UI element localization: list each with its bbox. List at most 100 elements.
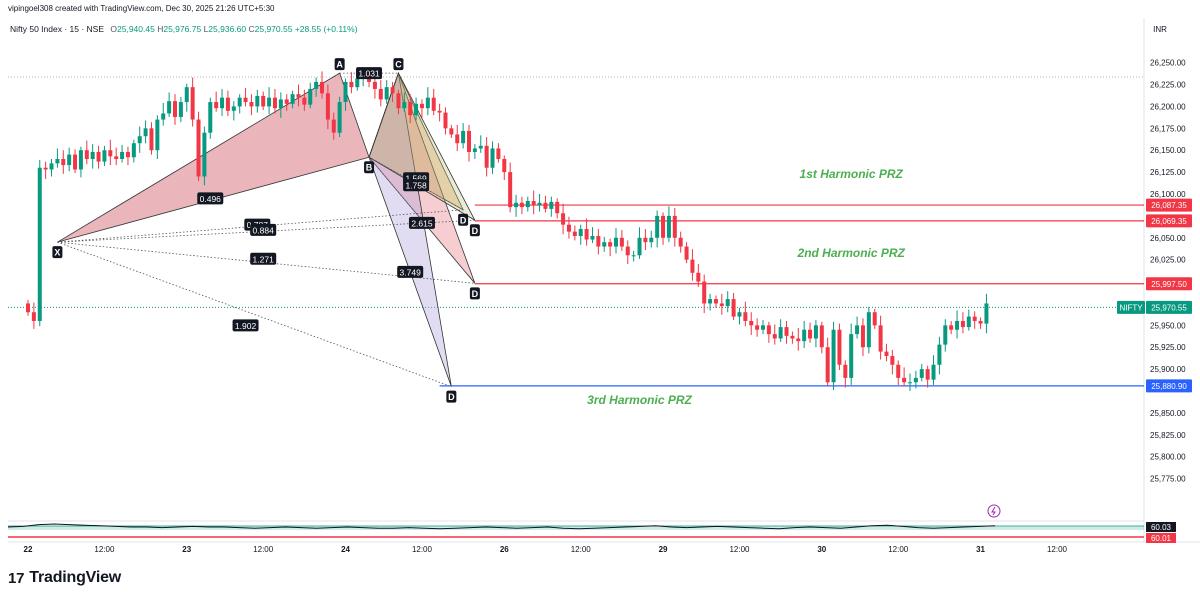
candle (202, 126, 207, 186)
candle-body (472, 148, 477, 152)
candle (749, 312, 754, 335)
candle (643, 229, 648, 251)
price-tag-box (1146, 198, 1192, 212)
pattern-point-label: D (472, 226, 479, 236)
candle-body (184, 87, 189, 103)
candle-body (502, 158, 507, 173)
candle (937, 336, 942, 375)
candle (308, 82, 313, 109)
candle (531, 190, 536, 215)
candle-body (467, 130, 471, 152)
price-tag[interactable]: 25,880.90 (1146, 379, 1192, 393)
candle (37, 159, 42, 327)
price-tick: 25,925.00 (1150, 343, 1186, 352)
candle-body (596, 236, 601, 247)
candle-body (61, 158, 66, 166)
symbol-name[interactable]: Nifty 50 Index · 15 · NSE (10, 24, 105, 34)
price-tag[interactable]: 26,069.35 (1146, 214, 1192, 228)
candle (67, 147, 72, 172)
price-tag-box (1146, 277, 1192, 291)
candle (402, 92, 407, 112)
candle-body (525, 201, 530, 208)
candle-body (619, 237, 624, 247)
fib-ratio: 2.615 (408, 216, 435, 229)
candle (661, 212, 666, 245)
low-label: L (203, 24, 209, 34)
candle-body (749, 320, 754, 326)
candle (578, 224, 583, 245)
candle (173, 94, 177, 125)
lightning-icon[interactable] (987, 504, 1001, 518)
candle (414, 97, 419, 121)
price-tag-box (1146, 300, 1192, 314)
time-tick: 12:00 (94, 545, 115, 554)
price-tick: 26,200.00 (1150, 102, 1186, 111)
candle-body (808, 329, 813, 339)
pattern-point-label: B (366, 163, 373, 173)
candle-body (31, 312, 36, 321)
price-tick: 26,125.00 (1150, 168, 1186, 177)
candle-body (425, 97, 430, 109)
candle-body (349, 81, 354, 88)
price-tag[interactable]: NIFTY 25,970.55 (1117, 300, 1192, 314)
candle (196, 111, 201, 181)
price-tag[interactable]: 25,997.50 (1146, 277, 1192, 291)
candle (302, 89, 307, 111)
candle (155, 115, 160, 159)
candle-body (337, 102, 342, 133)
candle (484, 137, 489, 177)
candle (590, 227, 595, 244)
candle (813, 320, 818, 348)
candle (960, 312, 965, 334)
candle-body (108, 150, 113, 157)
candle-body (872, 312, 877, 326)
candle (878, 315, 883, 360)
candle (496, 143, 501, 163)
candle (320, 71, 324, 99)
candle-body (966, 316, 971, 328)
candle (408, 94, 413, 124)
candle (267, 87, 272, 115)
candle-body (549, 201, 554, 209)
candle (220, 88, 225, 117)
candle (913, 370, 918, 389)
price-tag[interactable]: 26,087.35 (1146, 198, 1192, 212)
candle-body (490, 148, 495, 168)
pattern-point-box (52, 246, 63, 259)
candle (984, 293, 989, 334)
time-tick: 31 (976, 545, 985, 554)
candle (725, 291, 730, 313)
candle-body (702, 281, 707, 304)
candle-body (49, 163, 54, 170)
price-tick: 25,825.00 (1150, 431, 1186, 440)
candle-body (584, 229, 589, 240)
candle (137, 126, 142, 153)
candle-body (943, 325, 948, 345)
candle-body (390, 87, 395, 94)
candle-body (637, 237, 642, 256)
time-tick: 29 (659, 545, 668, 554)
candle-body (220, 97, 225, 109)
candle-body (555, 201, 560, 214)
currency-label: INR (1153, 25, 1167, 34)
pattern-point-b: B (364, 161, 375, 174)
candle-body (131, 143, 136, 158)
candle (802, 320, 807, 349)
symbol-tag: NIFTY (1119, 303, 1143, 312)
candle-body (484, 145, 489, 168)
candle-body (43, 167, 48, 170)
fib-ratio-box (356, 67, 383, 80)
candle-body (308, 88, 313, 105)
candle-body (408, 102, 413, 116)
pattern-point-box (393, 58, 404, 71)
candle-body (331, 119, 336, 133)
candle (49, 158, 54, 177)
pattern-point-box (469, 224, 480, 237)
candle (902, 367, 907, 387)
fib-ratio: 3.749 (397, 265, 424, 278)
candle-body (561, 213, 566, 225)
prz-annotation: 2nd Harmonic PRZ (797, 246, 906, 260)
candle-body (696, 272, 701, 282)
candle (625, 240, 630, 265)
